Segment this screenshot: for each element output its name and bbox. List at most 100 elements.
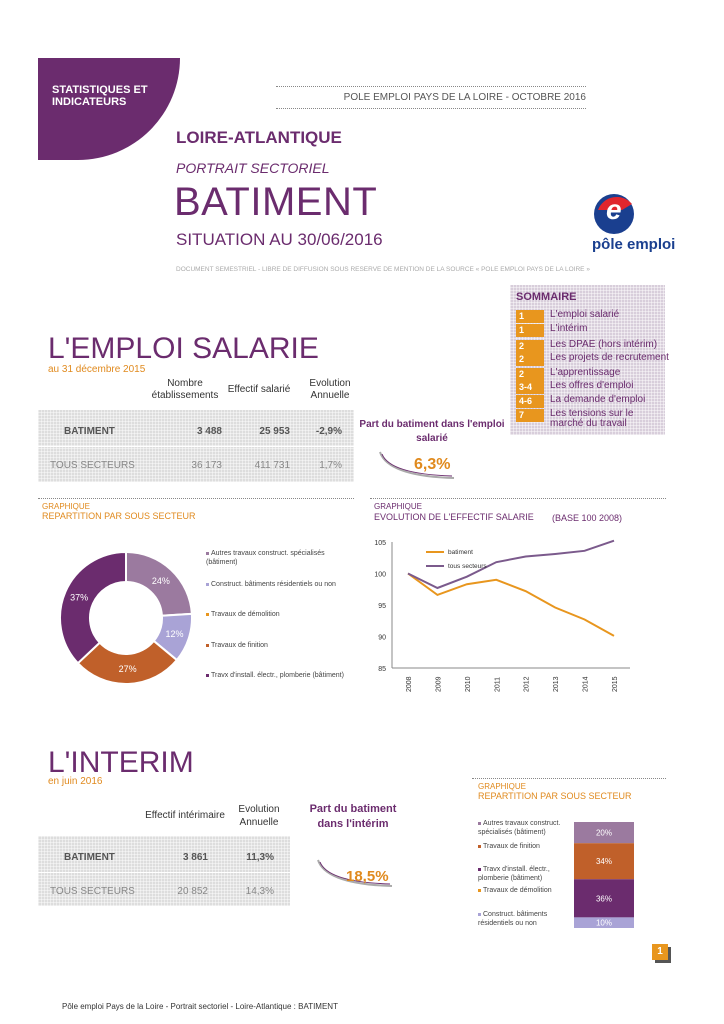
bar-label: 20% bbox=[596, 829, 612, 838]
graph3-kicker: GRAPHIQUE bbox=[478, 782, 527, 791]
col-evol-interim: Evolution Annuelle bbox=[238, 804, 280, 828]
sommaire-label: Les offres d'emploi bbox=[550, 380, 634, 391]
y-tick-label: 95 bbox=[378, 603, 386, 610]
sommaire-label: La demande d'emploi bbox=[550, 394, 646, 405]
legend-label: Construct. bâtiments résidentiels ou non bbox=[478, 911, 548, 927]
x-tick-label: 2010 bbox=[465, 676, 472, 692]
situation-label: SITUATION AU 30/06/2016 bbox=[176, 230, 383, 249]
row-label: TOUS SECTEURS bbox=[50, 460, 135, 471]
logo-text: pôle emploi bbox=[592, 236, 676, 253]
interim-date: en juin 2016 bbox=[48, 776, 103, 787]
logo-icon bbox=[594, 194, 634, 234]
region-title: LOIRE-ATLANTIQUE bbox=[176, 128, 342, 147]
emploi-table: BATIMENT 3 488 25 953 -2,9% TOUS SECTEUR… bbox=[38, 410, 354, 482]
legend-item: Autres travaux construct. spécialisés (b… bbox=[478, 819, 572, 837]
sommaire-num: 2 bbox=[516, 368, 544, 381]
cell-effectif: 20 852 bbox=[177, 886, 208, 897]
y-tick-label: 90 bbox=[378, 635, 386, 642]
part-value: 6,3% bbox=[414, 456, 451, 473]
emploi-title: L'EMPLOI SALARIE bbox=[48, 332, 319, 365]
y-tick-label: 85 bbox=[378, 666, 386, 673]
legend-label: batiment bbox=[448, 549, 473, 556]
sommaire-label: Les tensions sur le marché du travail bbox=[550, 408, 634, 429]
arc-decoration-icon bbox=[379, 451, 455, 479]
cell-evol: 11,3% bbox=[246, 852, 274, 863]
line-chart: 85 90 95 100 105 2008 2009 2010 2011 2012 2013 2014… bbox=[374, 539, 630, 692]
col-effectif: Effectif salarié bbox=[227, 384, 291, 395]
x-tick-label: 2014 bbox=[583, 676, 590, 692]
portrait-label: PORTRAIT SECTORIEL bbox=[176, 160, 330, 176]
donut-label: 24% bbox=[152, 576, 170, 586]
graph2-title: EVOLUTION DE L'EFFECTIF SALARIE bbox=[374, 512, 534, 522]
legend-item: Travx d'install. électr., plomberie (bât… bbox=[206, 671, 356, 680]
cell-effectif: 411 731 bbox=[254, 460, 290, 471]
divider bbox=[38, 498, 354, 499]
sommaire-num: 1 bbox=[516, 310, 544, 323]
divider bbox=[370, 498, 666, 499]
legend-label: Travaux de finition bbox=[211, 642, 268, 649]
sommaire-label: L'intérim bbox=[550, 323, 588, 334]
row-label: BATIMENT bbox=[64, 852, 115, 863]
graph3-title: REPARTITION PAR SOUS SECTEUR bbox=[478, 791, 632, 801]
row-divider bbox=[38, 446, 354, 447]
legend-swatch bbox=[478, 844, 481, 848]
x-tick-label: 2013 bbox=[553, 676, 560, 692]
legend-item: Travaux de finition bbox=[478, 842, 572, 851]
sommaire-num: 2 bbox=[516, 340, 544, 353]
legend-item: Travaux de démolition bbox=[478, 886, 572, 895]
legend-item: Travx d'install. électr., plomberie (bât… bbox=[478, 865, 574, 883]
cell-evol: 14,3% bbox=[245, 886, 274, 897]
legend-label: Autres travaux construct. spécialisés (b… bbox=[478, 820, 561, 836]
bar-label: 34% bbox=[596, 857, 612, 866]
bar-segment bbox=[574, 879, 634, 918]
emploi-date: au 31 décembre 2015 bbox=[48, 364, 146, 375]
x-tick-label: 2011 bbox=[494, 677, 501, 692]
x-tick-label: 2012 bbox=[524, 676, 531, 692]
cell-etab: 3 488 bbox=[196, 426, 222, 437]
logo-letter: e bbox=[606, 194, 622, 225]
legend-swatch bbox=[478, 888, 481, 892]
graph2-kicker: GRAPHIQUE bbox=[374, 502, 423, 511]
legend-label: Construct. bâtiments résidentiels ou non bbox=[211, 581, 336, 588]
donut-chart: 24% 12% 27% 37% bbox=[59, 550, 193, 685]
bar-segment bbox=[574, 917, 634, 928]
y-tick-label: 105 bbox=[374, 540, 386, 547]
cell-evol: -2,9% bbox=[315, 426, 342, 437]
legend-label: Travaux de finition bbox=[483, 843, 540, 850]
interim-table: BATIMENT 3 861 11,3% TOUS SECTEURS 20 85… bbox=[38, 836, 290, 906]
divider bbox=[276, 86, 586, 87]
legend-item: Autres travaux construct. spécialisés (b… bbox=[206, 549, 342, 567]
x-tick-label: 2008 bbox=[406, 676, 413, 692]
col-effectif-interim: Effectif intérimaire bbox=[145, 810, 225, 821]
legend-label: Travaux de démolition bbox=[483, 887, 552, 894]
part-label: Part du batiment dans l'emploi salarié bbox=[359, 419, 505, 444]
graph1-kicker: GRAPHIQUE bbox=[42, 502, 91, 511]
bar-segment bbox=[574, 843, 634, 880]
legend-item: Travaux de finition bbox=[206, 641, 342, 650]
graph2-subtitle: (BASE 100 2008) bbox=[552, 513, 623, 523]
series-line bbox=[407, 539, 615, 590]
stacked-bar-chart: 20% 34% 36% 10% bbox=[574, 822, 634, 928]
x-tick-label: 2009 bbox=[435, 676, 442, 692]
row-label: TOUS SECTEURS bbox=[50, 886, 135, 897]
legend-swatch bbox=[206, 582, 209, 586]
legend-item: Construct. bâtiments résidentiels ou non bbox=[478, 910, 574, 928]
col-evol: Evolution Annuelle bbox=[309, 378, 351, 401]
disclaimer: DOCUMENT SEMESTRIEL - LIBRE DE DIFFUSION… bbox=[176, 266, 590, 273]
sector-title: BATIMENT bbox=[174, 180, 378, 224]
sommaire-num: 3-4 bbox=[516, 381, 544, 394]
donut-label: 12% bbox=[165, 629, 183, 639]
divider bbox=[276, 108, 586, 109]
sommaire-label: L'apprentissage bbox=[550, 367, 621, 378]
y-tick-label: 100 bbox=[374, 572, 386, 579]
legend-swatch bbox=[206, 643, 209, 647]
page-number: 1 bbox=[652, 944, 668, 960]
legend-swatch bbox=[478, 821, 481, 825]
cell-effectif: 3 861 bbox=[182, 852, 208, 863]
sommaire-label: L'emploi salarié bbox=[550, 309, 620, 320]
legend-swatch bbox=[478, 867, 481, 871]
legend-item: Travaux de démolition bbox=[206, 610, 342, 619]
divider bbox=[472, 778, 666, 779]
legend-item: Construct. bâtiments résidentiels ou non bbox=[206, 580, 342, 589]
